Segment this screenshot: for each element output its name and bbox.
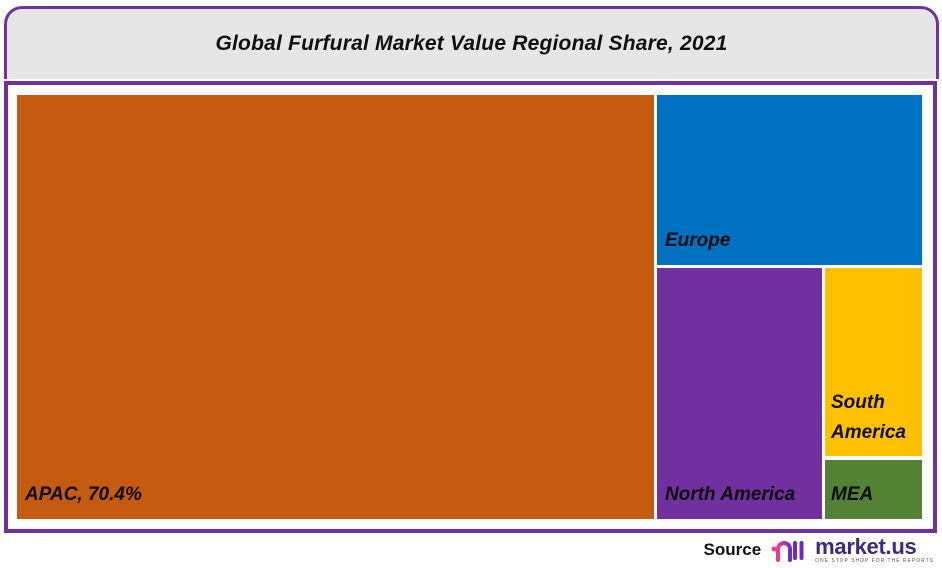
tile-south-america: South America xyxy=(825,268,922,456)
source-attribution: Source market.us ONE STOP SHOP FOR THE R… xyxy=(704,535,934,565)
source-label: Source xyxy=(703,540,762,559)
tile-label-mea: MEA xyxy=(831,484,874,505)
tile-mea: MEA xyxy=(825,460,922,519)
chart-title: Global Furfural Market Value Regional Sh… xyxy=(215,32,728,55)
tile-label-south-america: South America xyxy=(831,392,906,443)
chart-title-box: Global Furfural Market Value Regional Sh… xyxy=(4,6,939,79)
market-us-logo: market.us ONE STOP SHOP FOR THE REPORTS xyxy=(815,536,934,564)
tile-label-apac: APAC, 70.4% xyxy=(25,484,142,505)
tile-label-north-america: North America xyxy=(665,484,796,505)
logo-tagline: ONE STOP SHOP FOR THE REPORTS xyxy=(815,558,934,564)
market-us-logo-icon xyxy=(771,538,805,562)
logo-name: market.us xyxy=(815,534,917,559)
tile-europe: Europe xyxy=(657,95,922,265)
tile-north-america: North America xyxy=(657,268,822,519)
treemap-frame: APAC, 70.4% Europe North America South A… xyxy=(4,81,937,533)
tile-label-europe: Europe xyxy=(665,230,731,251)
tile-apac: APAC, 70.4% xyxy=(17,95,654,519)
